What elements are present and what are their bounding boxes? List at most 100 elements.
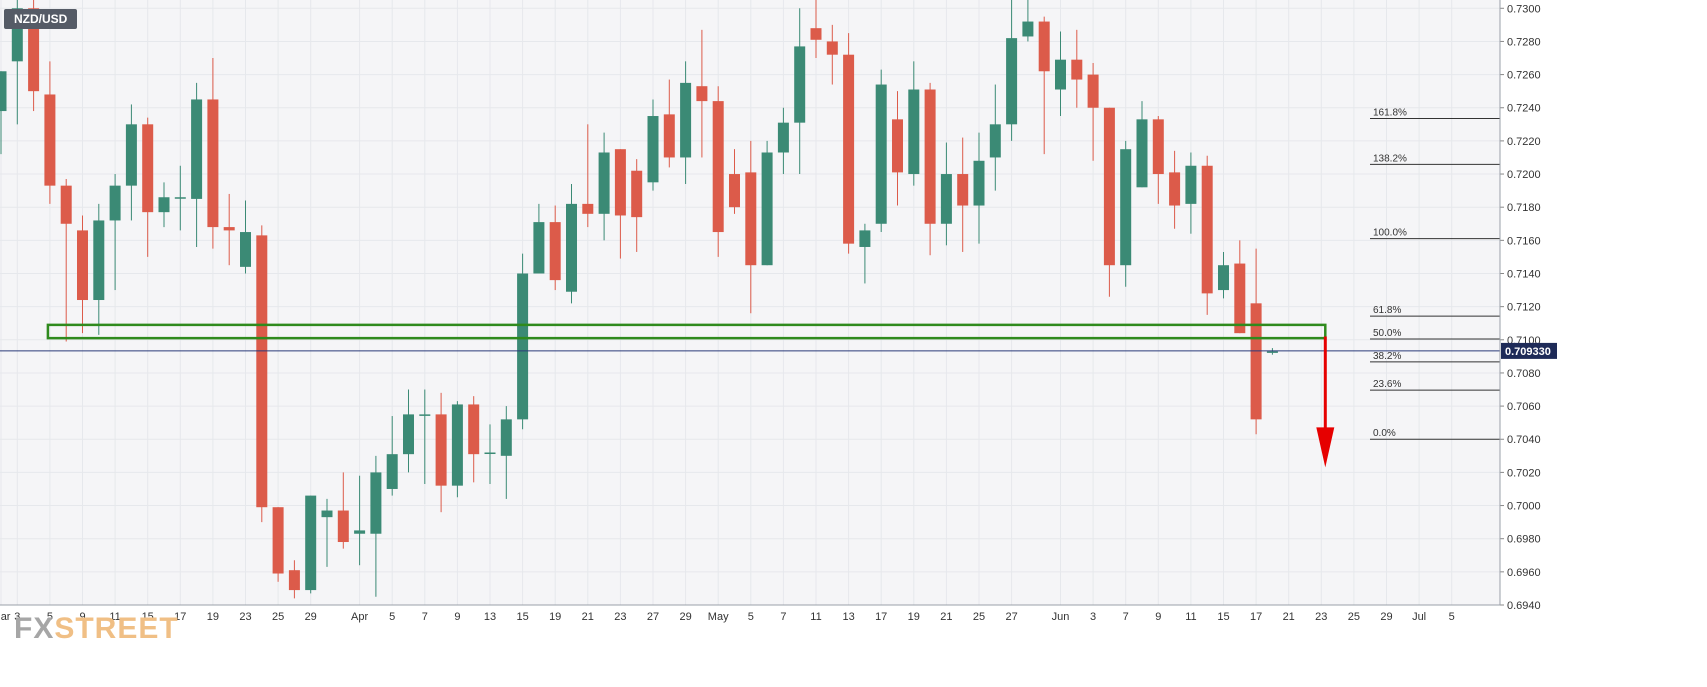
candle-body [566, 203, 577, 292]
candle-body [712, 101, 724, 233]
date-tick-label: Apr [351, 611, 368, 623]
date-tick-label: 23 [1315, 611, 1327, 623]
candle-body [908, 89, 920, 175]
candle [1006, 0, 1018, 141]
candle-body [44, 94, 56, 186]
candle [924, 82, 936, 256]
candle [989, 84, 1001, 191]
price-tick-label: 0.7200 [1507, 169, 1541, 181]
candle-body [142, 124, 154, 213]
candle-body [1038, 21, 1050, 72]
candle-body [729, 174, 740, 208]
date-tick-label: 13 [842, 611, 854, 623]
candle-body [1234, 263, 1246, 334]
candle-body [1103, 107, 1115, 266]
date-tick-label: 17 [1250, 611, 1262, 623]
candle-body [468, 404, 480, 455]
candle [843, 33, 855, 254]
date-tick-label: 11 [1185, 611, 1196, 623]
candle [663, 79, 675, 168]
candle [712, 86, 724, 257]
candle-body [158, 197, 170, 213]
candle-body [337, 510, 349, 543]
date-tick-label: 15 [142, 611, 154, 623]
fib-level-label: 23.6% [1373, 379, 1401, 390]
candle [1071, 29, 1083, 108]
candle-body [924, 89, 936, 224]
date-tick-label: 13 [484, 611, 496, 623]
date-tick-label: 29 [1380, 611, 1392, 623]
candle [598, 132, 610, 241]
date-tick-label: 9 [1155, 611, 1161, 623]
date-tick-label: 21 [940, 611, 952, 623]
date-tick-label: 5 [389, 611, 395, 623]
date-tick-label: 23 [614, 611, 626, 623]
price-tick-label: 0.7280 [1507, 36, 1541, 48]
candle [468, 396, 480, 483]
time-axis[interactable]: Mar35911151719232529Apr57913151921232729… [0, 604, 1500, 623]
candle [484, 424, 496, 484]
candle [892, 91, 903, 206]
candle [794, 8, 806, 175]
candle [973, 132, 985, 244]
candle-body [191, 99, 203, 199]
candle [859, 223, 871, 284]
fib-level-label: 50.0% [1373, 328, 1401, 339]
date-tick-label: 25 [973, 611, 985, 623]
date-tick-label: 11 [810, 611, 821, 623]
candle [908, 61, 920, 186]
price-tick-label: 0.6940 [1507, 600, 1541, 612]
date-tick-label: Mar [0, 611, 11, 623]
candle [1055, 31, 1066, 117]
candle-body [386, 454, 398, 489]
candle-body [1022, 21, 1034, 37]
date-tick-label: 27 [647, 611, 659, 623]
candle [223, 193, 235, 266]
candle [240, 200, 251, 274]
candle [940, 142, 952, 246]
candle [93, 203, 105, 335]
candle [305, 495, 317, 594]
price-tick-label: 0.7180 [1507, 202, 1541, 214]
candle-body [305, 495, 317, 591]
candle-body [223, 227, 235, 231]
date-tick-label: 3 [14, 611, 20, 623]
candle-body [533, 222, 545, 274]
candle [647, 99, 659, 191]
date-tick-label: 21 [582, 611, 594, 623]
candle-body [11, 8, 23, 62]
candle-body [810, 28, 822, 40]
candle-body [109, 185, 121, 221]
date-tick-label: 5 [1449, 611, 1455, 623]
candle-body [1250, 303, 1262, 420]
price-tick-label: 0.7240 [1507, 103, 1541, 115]
price-tick-label: 0.7140 [1507, 268, 1541, 280]
candle-body [354, 530, 366, 534]
candle [354, 475, 366, 566]
candle-body [1006, 38, 1018, 125]
candle [745, 140, 757, 314]
fib-level-label: 161.8% [1373, 108, 1407, 119]
candle [875, 69, 887, 233]
candle [125, 104, 137, 221]
candle [174, 165, 186, 231]
price-tick-label: 0.7060 [1507, 401, 1541, 413]
price-tick-label: 0.7160 [1507, 235, 1541, 247]
current-price-badge-bg [1501, 342, 1557, 359]
candle [1103, 107, 1115, 297]
plot-background [0, 0, 1500, 605]
date-tick-label: 9 [79, 611, 85, 623]
candle-body [549, 222, 561, 281]
candle [631, 159, 643, 252]
candle-body [484, 452, 496, 455]
candle-body [1055, 59, 1066, 90]
candle [729, 149, 740, 214]
candle-body [77, 230, 88, 301]
price-axis[interactable]: 0.6940 0.6960 0.6980 0.7000 0.7020 0.7040 0.70… [1499, 0, 1557, 612]
candle-body [1266, 351, 1278, 353]
support-zone-box [46, 323, 1327, 340]
date-tick-label: 21 [1283, 611, 1295, 623]
price-tick-label: 0.7080 [1507, 368, 1541, 380]
candle-body [370, 472, 382, 534]
